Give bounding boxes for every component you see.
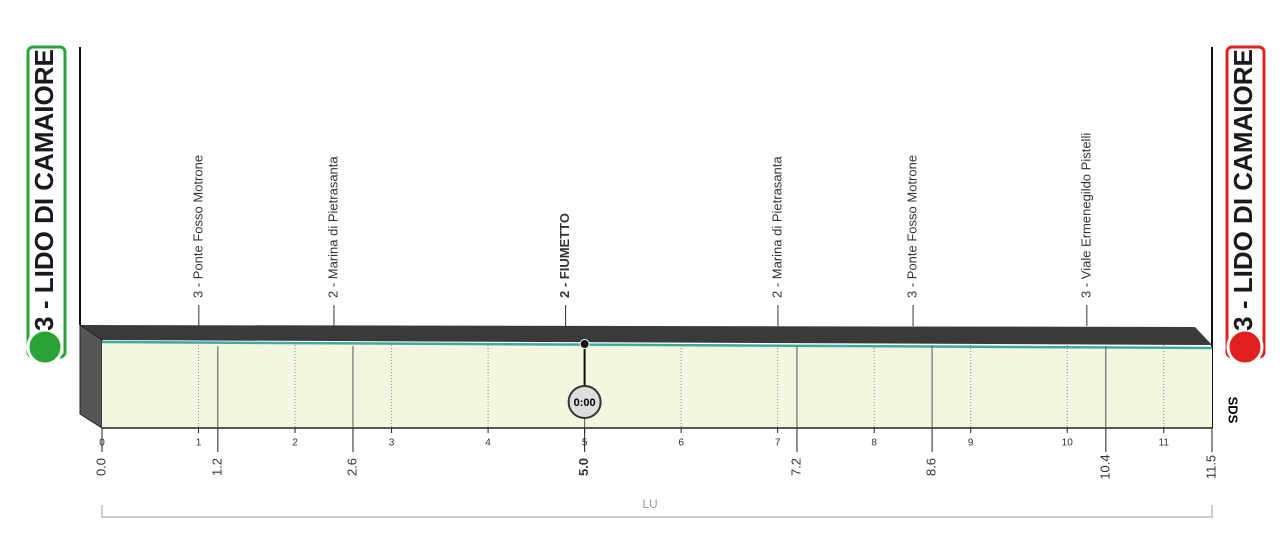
- start-icon: [26, 328, 64, 366]
- profile-top: [80, 325, 1212, 345]
- finish-label: 3 - LIDO DI CAMAIORE: [1228, 49, 1258, 331]
- profile-side: [79, 324, 103, 429]
- km-label: 11.5: [1203, 455, 1218, 479]
- province-bracket: [101, 505, 1213, 518]
- km-label: 0.0: [93, 458, 108, 476]
- finish-icon: [1226, 328, 1264, 366]
- profile-line: [101, 340, 1213, 350]
- km-label: 2.6: [344, 458, 359, 476]
- x-tick-label: 6: [678, 438, 684, 449]
- logo: SDS: [1226, 397, 1241, 424]
- km-label: 8.6: [924, 458, 939, 476]
- stopwatch: [567, 385, 602, 419]
- waypoint-label: 3 - Ponte Fosso Motrone: [190, 155, 205, 298]
- x-tick-label: 7: [775, 438, 781, 449]
- profile-area: [102, 342, 1212, 428]
- timecheck-label: 0:00: [574, 397, 596, 409]
- x-tick-label: 3: [389, 438, 395, 449]
- timecheck-point: [579, 339, 590, 349]
- x-tick-label: 9: [968, 438, 974, 449]
- km-label: 7.2: [788, 458, 803, 476]
- waypoint-label: 2 - Marina di Pietrasanta: [325, 156, 340, 298]
- x-tick-label: 4: [485, 438, 491, 449]
- x-tick-label: 10: [1062, 438, 1074, 449]
- start-label: 3 - LIDO DI CAMAIORE: [29, 49, 59, 331]
- x-tick-label: 11: [1159, 438, 1170, 449]
- waypoint-label: 3 - Viale Ermenegildo Pistelli: [1078, 133, 1093, 298]
- x-tick-label: 1: [196, 438, 202, 449]
- province-label: LU: [642, 497, 657, 511]
- km-label: 5.0: [576, 458, 591, 476]
- x-tick-label: 2: [292, 438, 298, 449]
- km-label: 1.2: [209, 458, 224, 476]
- km-label: 10.4: [1097, 454, 1112, 479]
- waypoint-label: 2 - FIUMETTO: [557, 213, 572, 298]
- x-tick-label: 8: [871, 438, 877, 449]
- waypoint-label: 2 - Marina di Pietrasanta: [769, 156, 784, 298]
- waypoint-label: 3 - Ponte Fosso Motrone: [905, 155, 920, 298]
